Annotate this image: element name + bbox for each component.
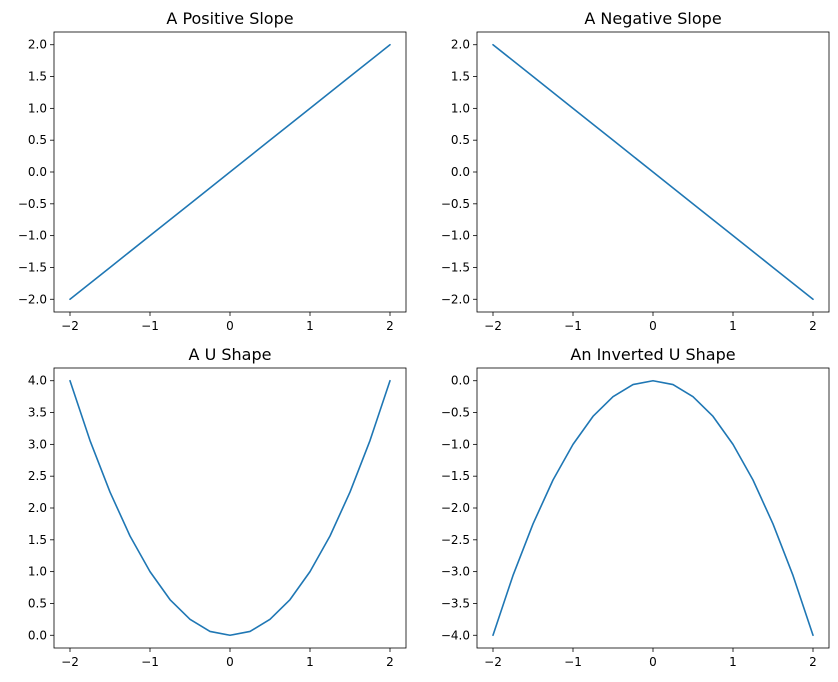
y-tick-label: −0.5 xyxy=(441,197,470,211)
x-tick-label: −1 xyxy=(141,319,159,333)
x-tick-label: 1 xyxy=(729,655,737,669)
y-tick-label: 0.5 xyxy=(28,133,47,147)
y-tick-label: −0.5 xyxy=(441,406,470,420)
y-tick-label: 1.0 xyxy=(28,101,47,115)
series-line xyxy=(492,43,814,301)
subplot-u-shape: A U Shape −2 −1 0 1 2 0.0 0.5 1.0 1.5 2.0 2.5 3.0 3.… xyxy=(28,345,407,669)
x-tick-label: −1 xyxy=(141,655,159,669)
y-tick-label: 1.0 xyxy=(451,101,470,115)
y-tick-label: −4.0 xyxy=(441,628,470,642)
y-tick-label: −1.5 xyxy=(18,260,47,274)
y-tick-label: 4.0 xyxy=(28,374,47,388)
x-tick-label: 2 xyxy=(386,655,394,669)
y-tick-label: 2.0 xyxy=(28,38,47,52)
series-line xyxy=(69,43,391,301)
y-tick-label: 0.0 xyxy=(28,628,47,642)
subplot-positive-slope: A Positive Slope −2 −1 0 1 2 −2.0 −1.5 −1.0 −0.5… xyxy=(18,9,407,333)
axes-frame xyxy=(476,367,830,649)
y-tick-label: −1.0 xyxy=(18,229,47,243)
y-tick-label: 2.0 xyxy=(451,38,470,52)
x-tick-label: 0 xyxy=(649,319,657,333)
subplot-title: A U Shape xyxy=(189,345,272,364)
x-tick-label: −2 xyxy=(484,319,502,333)
y-tick-label: 0.0 xyxy=(451,165,470,179)
y-tick-label: 0.5 xyxy=(28,596,47,610)
y-tick-label: −1.5 xyxy=(441,469,470,483)
x-tick-label: 0 xyxy=(226,655,234,669)
y-tick-label: −1.0 xyxy=(441,437,470,451)
y-tick-label: −3.5 xyxy=(441,596,470,610)
x-tick-label: −1 xyxy=(564,319,582,333)
axes-frame xyxy=(476,31,830,313)
y-tick-label: −2.0 xyxy=(441,501,470,515)
y-tick-label: −2.5 xyxy=(441,533,470,547)
y-tick-label: 2.5 xyxy=(28,469,47,483)
x-tick-label: 1 xyxy=(306,319,314,333)
x-tick-label: 2 xyxy=(809,655,817,669)
y-tick-label: −3.0 xyxy=(441,565,470,579)
subplot-title: An Inverted U Shape xyxy=(570,345,735,364)
subplot-title: A Positive Slope xyxy=(166,9,293,28)
series-line xyxy=(492,379,814,637)
y-tick-label: 0.5 xyxy=(451,133,470,147)
y-tick-label: −1.5 xyxy=(441,260,470,274)
x-tick-label: 1 xyxy=(306,655,314,669)
y-tick-label: 1.0 xyxy=(28,565,47,579)
y-tick-label: −2.0 xyxy=(441,292,470,306)
x-tick-label: −2 xyxy=(61,655,79,669)
y-tick-label: 1.5 xyxy=(28,533,47,547)
y-tick-label: −2.0 xyxy=(18,292,47,306)
x-tick-label: 1 xyxy=(729,319,737,333)
x-tick-label: 0 xyxy=(649,655,657,669)
x-tick-label: 0 xyxy=(226,319,234,333)
y-tick-label: 3.5 xyxy=(28,406,47,420)
y-tick-label: 1.5 xyxy=(451,70,470,84)
x-tick-label: −2 xyxy=(484,655,502,669)
y-tick-label: 0.0 xyxy=(451,374,470,388)
x-tick-label: 2 xyxy=(386,319,394,333)
y-tick-label: 3.0 xyxy=(28,437,47,451)
y-tick-label: 1.5 xyxy=(28,70,47,84)
y-tick-label: 2.0 xyxy=(28,501,47,515)
axes-frame xyxy=(53,367,407,649)
subplot-negative-slope: A Negative Slope −2 −1 0 1 2 −2.0 −1.5 −1.0 −0.5… xyxy=(441,9,830,333)
x-tick-label: −2 xyxy=(61,319,79,333)
subplot-inverted-u-shape: An Inverted U Shape −2 −1 0 1 2 −4.0 −3.5 −3.0 −… xyxy=(441,345,830,669)
x-tick-label: 2 xyxy=(809,319,817,333)
x-tick-label: −1 xyxy=(564,655,582,669)
y-tick-label: 0.0 xyxy=(28,165,47,179)
y-tick-label: −0.5 xyxy=(18,197,47,211)
series-line xyxy=(69,379,391,637)
axes-frame xyxy=(53,31,407,313)
subplot-title: A Negative Slope xyxy=(584,9,721,28)
y-tick-label: −1.0 xyxy=(441,229,470,243)
